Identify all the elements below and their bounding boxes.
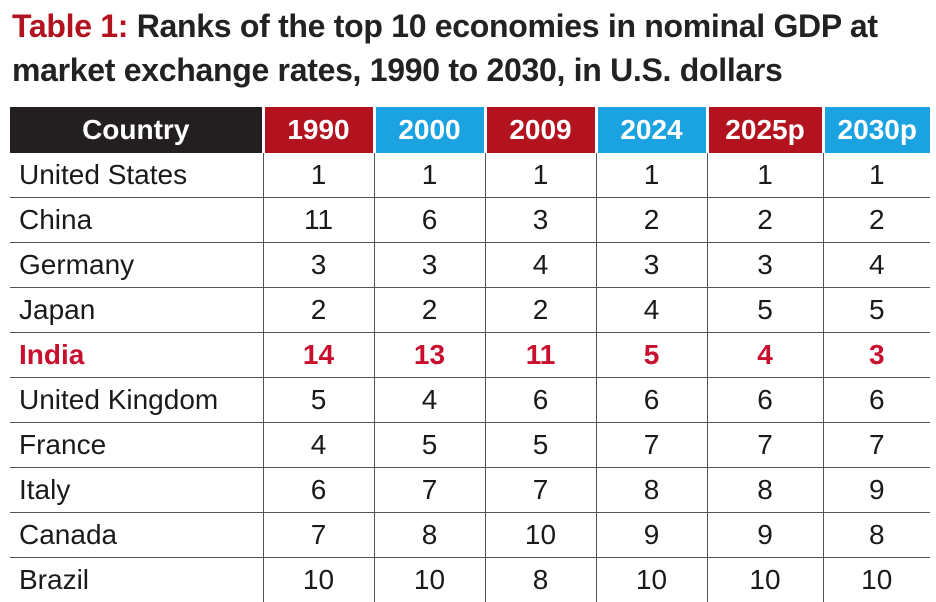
rank-cell: 8: [485, 558, 596, 602]
rank-cell: 14: [263, 333, 374, 378]
rank-cell: 5: [263, 378, 374, 423]
header-2030p: 2030p: [823, 107, 930, 153]
rank-cell: 7: [485, 468, 596, 513]
rank-cell: 3: [823, 333, 930, 378]
rank-cell: 10: [263, 558, 374, 602]
rank-cell: 7: [707, 423, 823, 468]
rank-cell: 7: [263, 513, 374, 558]
country-cell: India: [10, 333, 263, 378]
rank-cell: 10: [707, 558, 823, 602]
country-cell: Canada: [10, 513, 263, 558]
rank-cell: 10: [596, 558, 707, 602]
rank-cell: 3: [596, 243, 707, 288]
rank-cell: 2: [263, 288, 374, 333]
rank-cell: 2: [485, 288, 596, 333]
country-cell: Italy: [10, 468, 263, 513]
rank-cell: 10: [374, 558, 485, 602]
country-cell: Japan: [10, 288, 263, 333]
rank-cell: 5: [485, 423, 596, 468]
country-cell: China: [10, 198, 263, 243]
rank-cell: 5: [823, 288, 930, 333]
rank-cell: 6: [596, 378, 707, 423]
rank-cell: 3: [374, 243, 485, 288]
header-2000: 2000: [374, 107, 485, 153]
header-1990: 1990: [263, 107, 374, 153]
rank-cell: 9: [707, 513, 823, 558]
rank-cell: 2: [374, 288, 485, 333]
rank-cell: 11: [263, 198, 374, 243]
rank-cell: 1: [596, 153, 707, 198]
title-lead: Table 1:: [12, 8, 128, 44]
rank-cell: 6: [485, 378, 596, 423]
rank-cell: 1: [374, 153, 485, 198]
header-country: Country: [10, 107, 263, 153]
table-header-row: Country 1990 2000 2009 2024 2025p 2030p: [10, 107, 930, 153]
rank-cell: 7: [823, 423, 930, 468]
rank-cell: 1: [823, 153, 930, 198]
rank-cell: 6: [823, 378, 930, 423]
rank-cell: 4: [823, 243, 930, 288]
country-cell: United States: [10, 153, 263, 198]
rank-cell: 7: [596, 423, 707, 468]
rank-cell: 8: [374, 513, 485, 558]
country-cell: France: [10, 423, 263, 468]
country-cell: Brazil: [10, 558, 263, 602]
gdp-rank-table: Country 1990 2000 2009 2024 2025p 2030p …: [10, 107, 930, 602]
rank-cell: 10: [823, 558, 930, 602]
country-cell: United Kingdom: [10, 378, 263, 423]
rank-cell: 3: [485, 198, 596, 243]
rank-cell: 4: [596, 288, 707, 333]
header-2024: 2024: [596, 107, 707, 153]
rank-cell: 2: [596, 198, 707, 243]
rank-cell: 3: [263, 243, 374, 288]
rank-cell: 3: [707, 243, 823, 288]
rank-cell: 10: [485, 513, 596, 558]
page-title: Table 1: Ranks of the top 10 economies i…: [12, 4, 927, 92]
rank-cell: 5: [707, 288, 823, 333]
rank-cell: 4: [263, 423, 374, 468]
rank-cell: 4: [707, 333, 823, 378]
rank-cell: 11: [485, 333, 596, 378]
rank-cell: 2: [823, 198, 930, 243]
rank-cell: 9: [596, 513, 707, 558]
rank-cell: 9: [823, 468, 930, 513]
rank-cell: 2: [707, 198, 823, 243]
rank-cell: 5: [596, 333, 707, 378]
rank-cell: 6: [374, 198, 485, 243]
title-text: Ranks of the top 10 economies in nominal…: [12, 8, 878, 88]
rank-cell: 8: [823, 513, 930, 558]
rank-cell: 1: [485, 153, 596, 198]
rank-cell: 13: [374, 333, 485, 378]
header-2009: 2009: [485, 107, 596, 153]
country-cell: Germany: [10, 243, 263, 288]
rank-cell: 1: [707, 153, 823, 198]
rank-cell: 8: [596, 468, 707, 513]
rank-cell: 7: [374, 468, 485, 513]
rank-cell: 1: [263, 153, 374, 198]
rank-cell: 5: [374, 423, 485, 468]
rank-cell: 6: [263, 468, 374, 513]
header-2025p: 2025p: [707, 107, 823, 153]
rank-cell: 8: [707, 468, 823, 513]
rank-cell: 4: [374, 378, 485, 423]
rank-cell: 4: [485, 243, 596, 288]
rank-cell: 6: [707, 378, 823, 423]
